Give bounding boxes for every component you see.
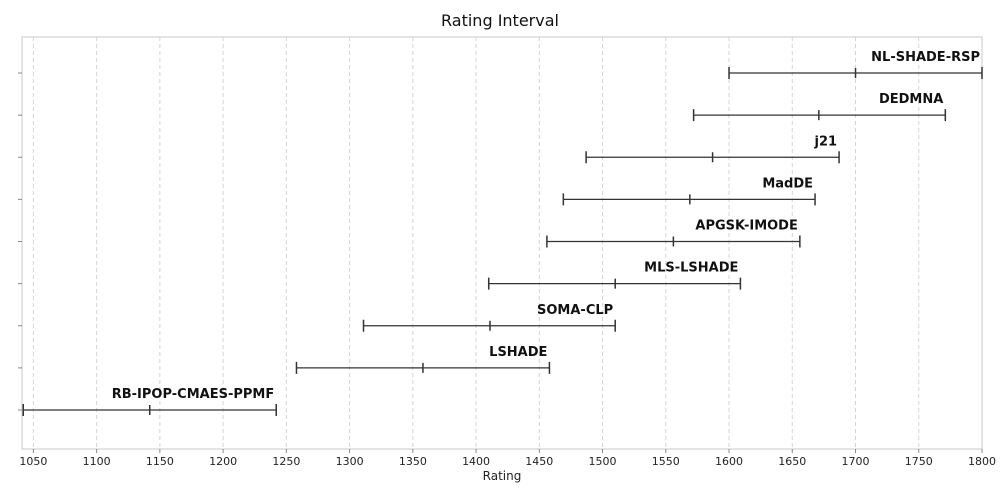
x-tick-label: 1750	[905, 455, 933, 468]
interval-group: j21	[585, 134, 840, 164]
interval-label: SOMA-CLP	[537, 303, 613, 318]
x-tick-label: 1250	[272, 455, 300, 468]
interval-bars: NL-SHADE-RSP DEDMNA j21 MadDE APGSK-IMODE MLS…	[22, 50, 983, 416]
x-tick-label: 1500	[589, 455, 617, 468]
y-tick-marks	[18, 72, 22, 411]
x-tick-label: 1650	[778, 455, 806, 468]
interval-group: DEDMNA	[692, 92, 947, 122]
x-tick-label: 1300	[336, 455, 364, 468]
x-tick-label: 1800	[968, 455, 996, 468]
interval-label: APGSK-IMODE	[695, 219, 797, 234]
interval-group: SOMA-CLP	[362, 303, 616, 332]
interval-group: MadDE	[562, 176, 816, 206]
x-tick-label: 1350	[399, 455, 427, 468]
chart-title: Rating Interval	[441, 11, 559, 30]
interval-label: RB-IPOP-CMAES-PPMF	[112, 387, 274, 402]
x-tick-label: 1400	[462, 455, 490, 468]
interval-group: RB-IPOP-CMAES-PPMF	[22, 387, 277, 416]
x-tick-label: 1550	[652, 455, 680, 468]
x-tick-label: 1700	[842, 455, 870, 468]
x-tick-label: 1050	[19, 455, 47, 468]
x-tick-label: 1100	[83, 455, 111, 468]
grid-lines	[32, 37, 920, 449]
plot-area	[21, 36, 983, 450]
interval-label: LSHADE	[489, 345, 547, 360]
x-axis-ticks: 1050 1100 1150 1200 1250 1300 1350 1400 1450 1500…	[19, 449, 996, 468]
interval-label: MadDE	[762, 176, 813, 191]
interval-label: MLS-LSHADE	[644, 261, 738, 276]
x-tick-label: 1450	[525, 455, 553, 468]
x-tick-label: 1200	[209, 455, 237, 468]
x-tick-label: 1600	[715, 455, 743, 468]
interval-label: j21	[814, 134, 838, 149]
interval-group: NL-SHADE-RSP	[728, 50, 983, 79]
x-axis-label: Rating	[483, 469, 522, 483]
interval-label: NL-SHADE-RSP	[871, 50, 980, 65]
x-tick-label: 1150	[146, 455, 174, 468]
interval-group: APGSK-IMODE	[546, 219, 801, 248]
interval-label: DEDMNA	[879, 92, 943, 107]
interval-group: LSHADE	[295, 345, 551, 374]
interval-group: MLS-LSHADE	[487, 261, 742, 290]
